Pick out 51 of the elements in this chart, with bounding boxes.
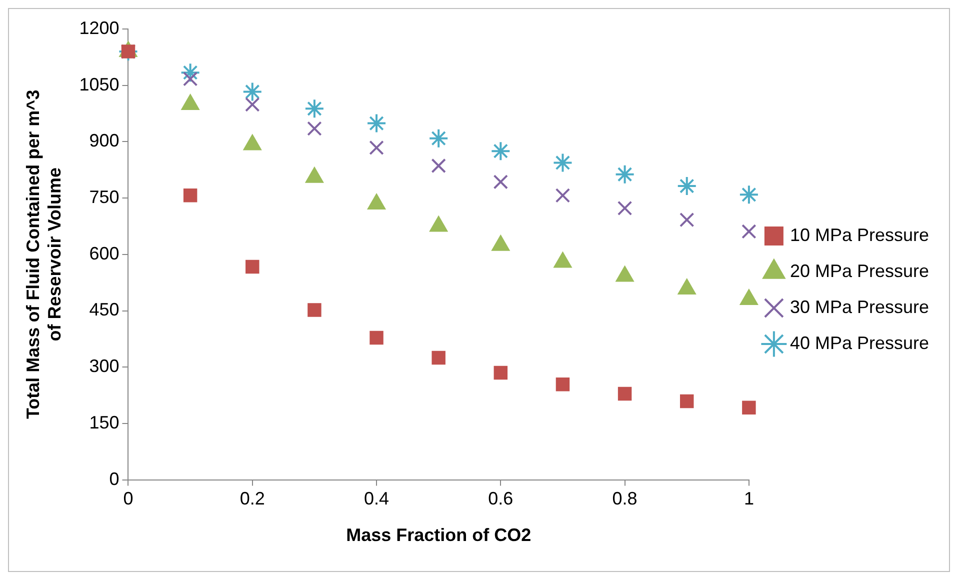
- legend-label: 30 MPa Pressure: [790, 296, 929, 317]
- x-tick-label: 0.2: [240, 488, 265, 509]
- x-axis-title: Mass Fraction of CO2: [346, 525, 532, 546]
- point: [307, 121, 322, 136]
- point: [742, 400, 756, 415]
- y-tick-label: 300: [89, 356, 120, 376]
- point: [555, 188, 570, 203]
- point: [245, 97, 260, 112]
- y-tick-label: 1050: [79, 74, 120, 94]
- point: [369, 140, 384, 156]
- point: [493, 174, 508, 190]
- point: [614, 164, 635, 184]
- x-tick-label: 0.6: [488, 488, 514, 509]
- point: [552, 152, 573, 173]
- point: [180, 62, 200, 83]
- point: [246, 260, 260, 274]
- y-tick-label: 1200: [79, 18, 120, 38]
- y-tick-label: 900: [89, 130, 120, 151]
- point: [182, 72, 198, 86]
- y-tick-label: 600: [89, 243, 120, 264]
- point: [370, 330, 384, 345]
- point: [308, 303, 322, 317]
- point: [432, 350, 446, 365]
- point: [490, 141, 511, 162]
- point: [618, 386, 632, 401]
- point: [242, 82, 262, 102]
- point: [556, 378, 570, 392]
- point: [366, 113, 387, 134]
- y-axis-title: Total Mass of Fluid Contained per m^3 of Reservoir Volume: [22, 90, 64, 419]
- point: [680, 394, 694, 408]
- point: [680, 212, 694, 228]
- y-tick-label: 450: [89, 300, 120, 320]
- point: [738, 184, 759, 205]
- point: [304, 98, 324, 119]
- y-tick-label: 750: [89, 187, 120, 208]
- x-tick-label: 1: [744, 488, 754, 509]
- x-tick-label: 0.4: [364, 488, 390, 509]
- point: [431, 158, 446, 174]
- point: [428, 128, 449, 148]
- legend-label: 40 MPa Pressure: [790, 332, 929, 353]
- point: [742, 224, 756, 239]
- x-tick-label: 0: [123, 488, 134, 509]
- legend-label: 10 MPa Pressure: [790, 224, 929, 245]
- y-tick-label: 0: [109, 468, 120, 489]
- x-tick-label: 0.8: [612, 488, 638, 509]
- point: [676, 176, 697, 196]
- point: [617, 200, 632, 216]
- point: [494, 366, 508, 380]
- y-tick-label: 150: [89, 412, 120, 432]
- legend-label: 20 MPa Pressure: [790, 260, 929, 281]
- point: [183, 188, 198, 202]
